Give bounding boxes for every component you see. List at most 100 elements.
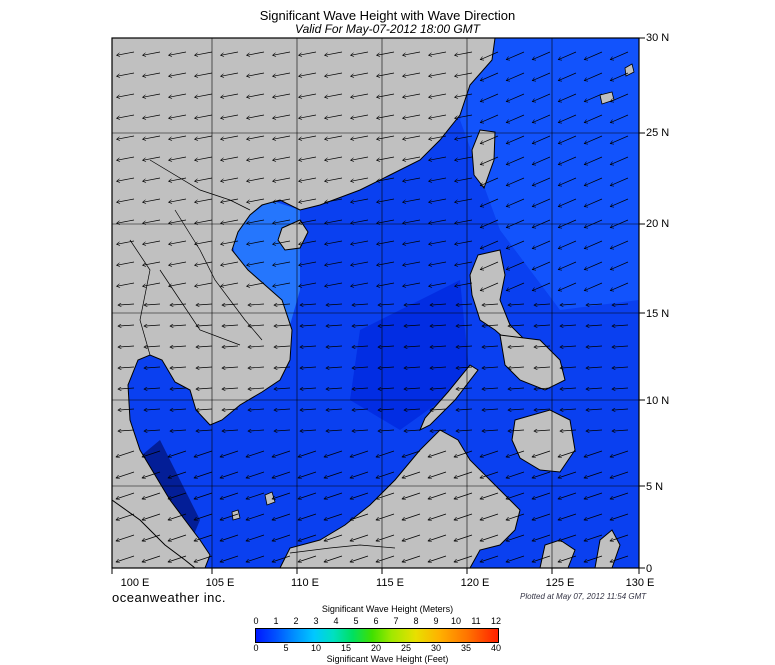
wave-arrow: [506, 135, 525, 144]
wave-arrow: [168, 471, 187, 478]
wave-arrow: [378, 430, 395, 431]
wave-arrow: [404, 367, 421, 368]
wave-arrow: [352, 346, 369, 347]
wave-arrow: [430, 346, 447, 347]
wave-arrow: [586, 430, 603, 431]
wave-arrow: [195, 240, 213, 244]
meters-tick: 10: [450, 616, 461, 626]
wave-arrow: [170, 388, 187, 389]
feet-tick: 5: [283, 643, 289, 653]
wave-arrow: [247, 135, 265, 139]
wave-arrow: [248, 430, 265, 431]
wave-arrow: [610, 261, 629, 270]
meters-tick: 12: [490, 616, 501, 626]
wave-arrow: [430, 367, 447, 368]
wave-arrow: [558, 51, 577, 60]
wave-arrow: [143, 93, 161, 97]
wave-arrow: [429, 240, 447, 244]
wave-arrow: [350, 513, 369, 520]
wave-arrow: [247, 240, 265, 244]
wave-arrow: [402, 492, 421, 499]
wave-arrow: [558, 156, 577, 165]
wave-arrow: [586, 325, 603, 326]
wave-arrow: [454, 450, 473, 457]
meters-tick: 1: [273, 616, 279, 626]
wave-arrow: [246, 471, 265, 478]
wave-arrow: [376, 555, 395, 562]
wave-arrow: [455, 114, 473, 118]
wave-arrow: [532, 240, 551, 249]
wave-arrow: [324, 534, 343, 541]
wave-arrow: [326, 430, 343, 431]
feet-tick: 20: [370, 643, 381, 653]
wave-arrow: [325, 198, 343, 202]
wave-arrow: [532, 534, 551, 541]
wave-arrow: [403, 114, 421, 118]
wave-arrow: [480, 135, 499, 144]
wave-arrow: [610, 219, 629, 228]
wave-arrow: [508, 430, 525, 431]
wave-arrow: [273, 219, 291, 223]
wave-arrow: [116, 534, 135, 541]
wave-arrow: [195, 198, 213, 202]
wave-arrow: [377, 198, 395, 202]
wave-arrow: [456, 346, 473, 347]
wave-arrow: [118, 346, 135, 347]
wave-arrow: [325, 135, 343, 139]
wave-arrow: [376, 492, 395, 499]
wave-arrow: [352, 409, 369, 410]
wave-arrow: [142, 513, 161, 520]
wave-arrow: [222, 346, 239, 347]
wave-arrow: [612, 409, 629, 410]
wave-arrow: [326, 409, 343, 410]
wave-arrow: [508, 304, 525, 305]
wave-arrow: [299, 198, 317, 202]
wave-arrow: [195, 282, 213, 286]
wave-arrow: [274, 388, 291, 389]
wave-arrow: [584, 177, 603, 186]
border-myanmar-thailand: [129, 239, 151, 356]
wave-arrow: [222, 409, 239, 410]
wave-arrow: [429, 261, 447, 265]
wave-arrow: [428, 492, 447, 499]
lat-label-25n: 25 N: [646, 127, 670, 139]
wave-arrow: [534, 304, 551, 305]
wave-arrow: [584, 471, 603, 478]
wave-arrow: [558, 555, 577, 562]
wave-arrow: [456, 367, 473, 368]
wave-arrow: [117, 93, 135, 97]
wave-arrow: [325, 72, 343, 76]
wave-arrow: [455, 198, 473, 202]
wave-arrow: [403, 156, 421, 160]
wave-arrow: [610, 513, 629, 520]
wave-arrow: [220, 555, 239, 562]
wave-arrow: [274, 409, 291, 410]
wave-arrow: [169, 51, 187, 55]
wave-arrow: [378, 388, 395, 389]
wave-arrow: [246, 492, 265, 499]
wave-arrow: [610, 177, 629, 186]
wave-arrow: [430, 304, 447, 305]
wave-arrow: [143, 114, 161, 118]
wave-arrow: [273, 177, 291, 181]
wave-arrow: [273, 72, 291, 76]
wave-arrow: [169, 177, 187, 181]
wave-arrow: [247, 219, 265, 223]
wave-arrow: [273, 114, 291, 118]
wave-arrow: [480, 261, 499, 270]
wave-arrow: [612, 430, 629, 431]
wave-arrow: [610, 156, 629, 165]
wave-arrow: [118, 409, 135, 410]
wave-arrow: [584, 282, 603, 291]
wave-arrow: [247, 198, 265, 202]
wave-arrow: [351, 240, 369, 244]
wave-arrow: [143, 282, 161, 286]
wave-arrow: [220, 450, 239, 457]
wave-arrow: [532, 114, 551, 123]
wave-arrow: [248, 346, 265, 347]
borneo-island: [279, 429, 521, 568]
wave-arrow: [429, 72, 447, 76]
wave-arrow: [117, 51, 135, 55]
legend-feet-title: Significant Wave Height (Feet): [326, 654, 449, 664]
wave-arrow: [377, 177, 395, 181]
